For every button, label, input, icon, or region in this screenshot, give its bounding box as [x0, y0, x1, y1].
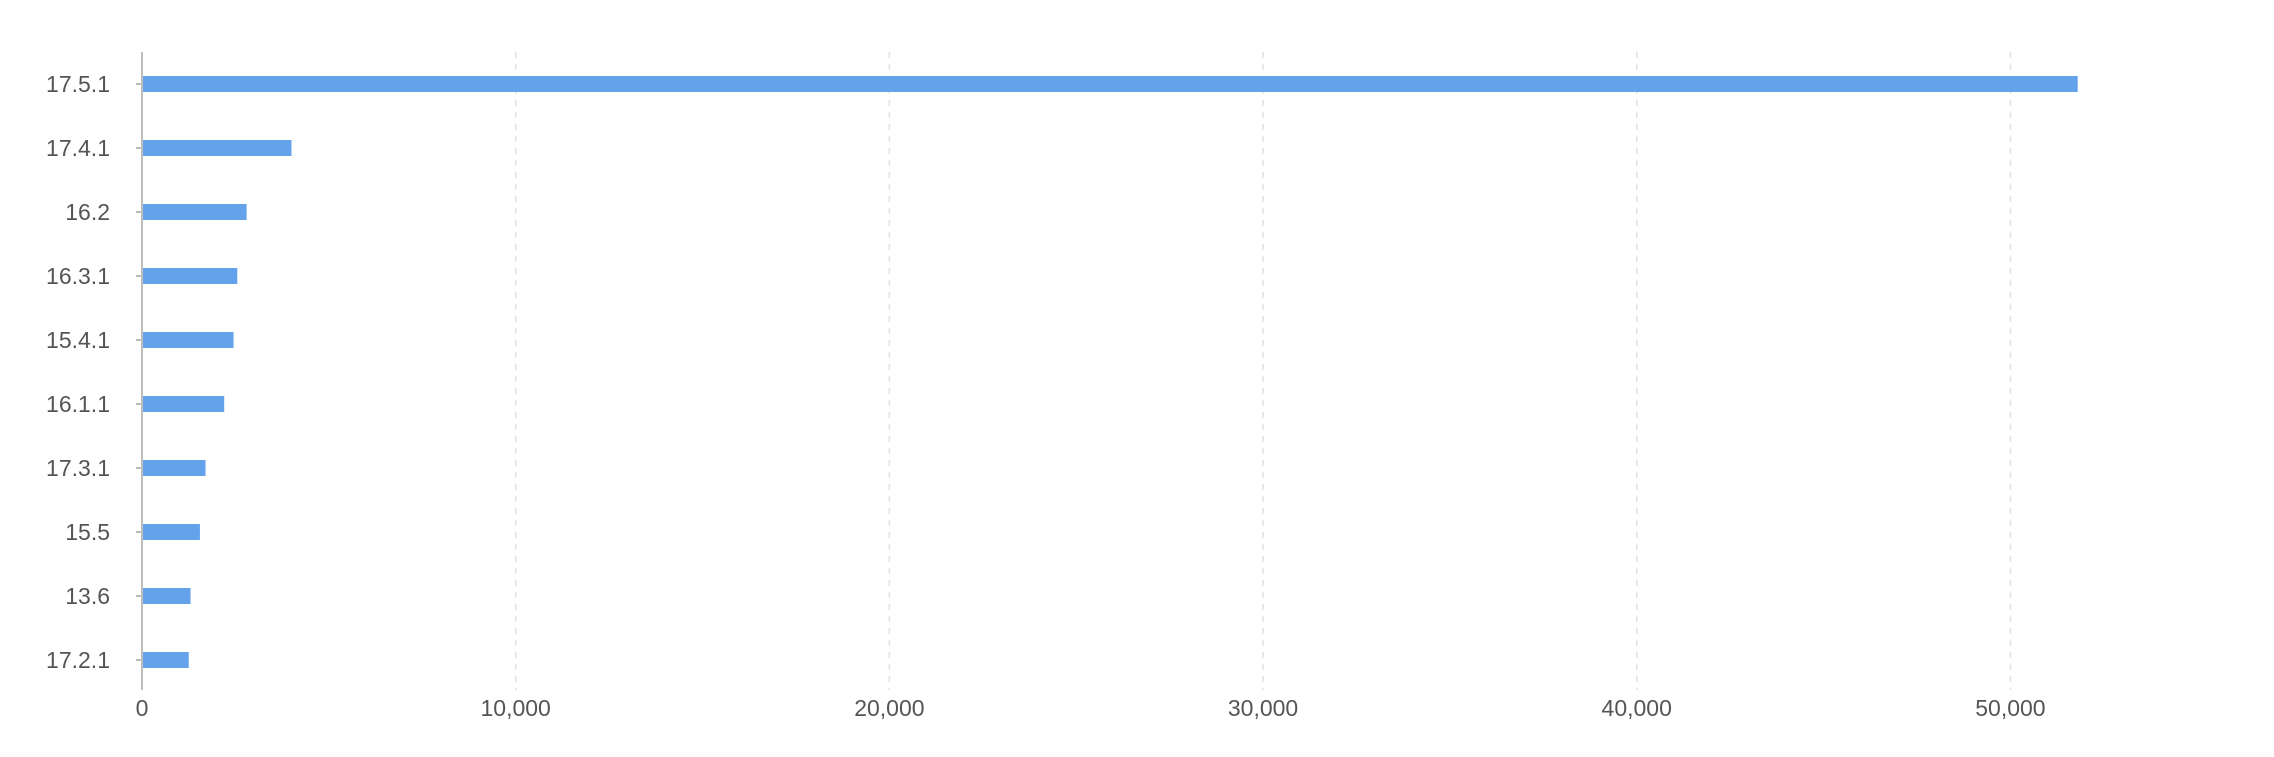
bar-13.6: [142, 588, 191, 604]
x-tick-label: 30,000: [1228, 695, 1298, 721]
grid-lines: [514, 52, 2012, 690]
y-tick-label: 16.2: [65, 199, 110, 225]
bar-15.4.1: [142, 332, 234, 348]
tick-labels: 0 10,000 20,000 30,000 40,000 50,000 17.5.1 17.…: [46, 71, 2046, 721]
x-tick-label: 0: [136, 695, 149, 721]
x-tick-label: 10,000: [481, 695, 551, 721]
y-tick-label: 16.3.1: [46, 263, 110, 289]
y-tick-label: 17.4.1: [46, 135, 110, 161]
bar-15.5: [142, 524, 200, 540]
y-tick-label: 15.4.1: [46, 327, 110, 353]
bar-16.1.1: [142, 396, 225, 412]
x-tick-label: 20,000: [854, 695, 924, 721]
y-tick-label: 17.5.1: [46, 71, 110, 97]
bar-16.3.1: [142, 268, 238, 284]
bars: [142, 76, 2078, 668]
bar-16.2: [142, 204, 247, 220]
bar-17.4.1: [142, 140, 292, 156]
x-tick-label: 40,000: [1602, 695, 1672, 721]
x-tick-label: 50,000: [1975, 695, 2045, 721]
y-tick-label: 17.2.1: [46, 647, 110, 673]
bar-17.3.1: [142, 460, 206, 476]
y-tick-label: 17.3.1: [46, 455, 110, 481]
y-tick-label: 13.6: [65, 583, 110, 609]
y-tick-label: 16.1.1: [46, 391, 110, 417]
y-tick-label: 15.5: [65, 519, 110, 545]
bar-17.5.1: [142, 76, 2078, 92]
axes: [136, 52, 143, 690]
bar-17.2.1: [142, 652, 189, 668]
